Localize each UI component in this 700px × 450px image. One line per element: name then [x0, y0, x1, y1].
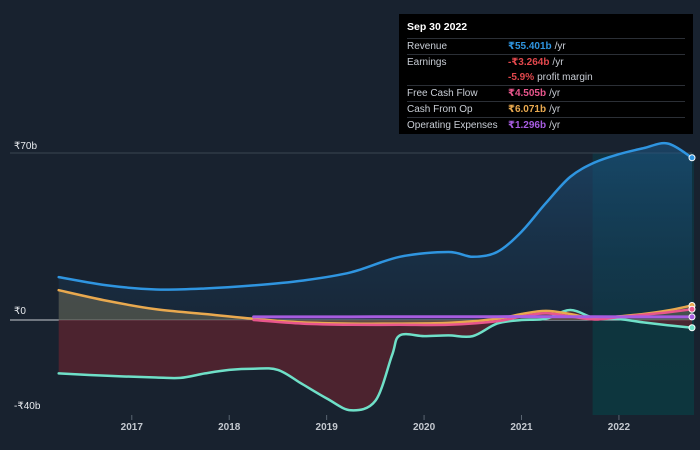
tooltip-row-label: Earnings	[407, 57, 447, 68]
tooltip-row-unit: /yr	[554, 41, 566, 52]
x-tick-label: 2022	[608, 422, 631, 433]
tooltip-row-unit: /yr	[549, 120, 561, 131]
tooltip-row-unit: profit margin	[537, 72, 593, 83]
y-label-top: ₹70b	[14, 141, 37, 152]
tooltip-row-label: Cash From Op	[407, 104, 473, 115]
tooltip-row-label: Free Cash Flow	[407, 88, 478, 99]
end-marker-operating-expenses	[688, 313, 696, 321]
x-tick-label: 2021	[510, 422, 533, 433]
tooltip-row-label: Revenue	[407, 41, 448, 52]
tooltip: Sep 30 2022 Revenue ₹55.401b/yr Earnings -₹…	[399, 14, 693, 134]
tooltip-row: Revenue ₹55.401b/yr	[407, 38, 685, 54]
end-marker-free-cash-flow	[688, 305, 696, 313]
tooltip-row-value: ₹4.505b	[508, 88, 547, 99]
earnings-negative-area	[58, 309, 692, 411]
series-line-revenue	[57, 141, 694, 291]
tooltip-row: Free Cash Flow ₹4.505b/yr	[407, 85, 685, 101]
tooltip-row: Earnings -₹3.264b/yr	[407, 54, 685, 70]
tooltip-row-unit: /yr	[549, 88, 561, 99]
tooltip-row: -5.9% profit margin	[407, 70, 685, 85]
tooltip-row-value: ₹6.071b	[508, 104, 547, 115]
x-tick-label: 2019	[316, 422, 339, 433]
tooltip-date: Sep 30 2022	[407, 21, 468, 33]
end-marker-earnings	[688, 324, 696, 332]
x-tick-label: 2018	[218, 422, 241, 433]
tooltip-row: Operating Expenses ₹1.296b/yr	[407, 117, 685, 133]
tooltip-row-value: -₹3.264b	[508, 57, 550, 68]
tooltip-row-label	[407, 70, 508, 85]
tooltip-row-value: ₹1.296b	[508, 120, 547, 131]
revenue-area	[58, 143, 692, 320]
end-marker-revenue	[688, 154, 696, 162]
y-label-bottom: -₹40b	[14, 401, 41, 412]
y-label-zero: ₹0	[14, 306, 26, 317]
tooltip-row-unit: /yr	[549, 104, 561, 115]
x-tick-label: 2020	[413, 422, 436, 433]
tooltip-row-unit: /yr	[552, 57, 564, 68]
tooltip-row-value: -5.9%	[508, 72, 535, 83]
tooltip-row: Cash From Op ₹6.071b/yr	[407, 101, 685, 117]
tooltip-row-label: Operating Expenses	[407, 120, 498, 131]
x-tick-label: 2017	[121, 422, 144, 433]
series-line-free-cash-flow	[252, 308, 694, 327]
tooltip-row-value: ₹55.401b	[508, 41, 552, 52]
